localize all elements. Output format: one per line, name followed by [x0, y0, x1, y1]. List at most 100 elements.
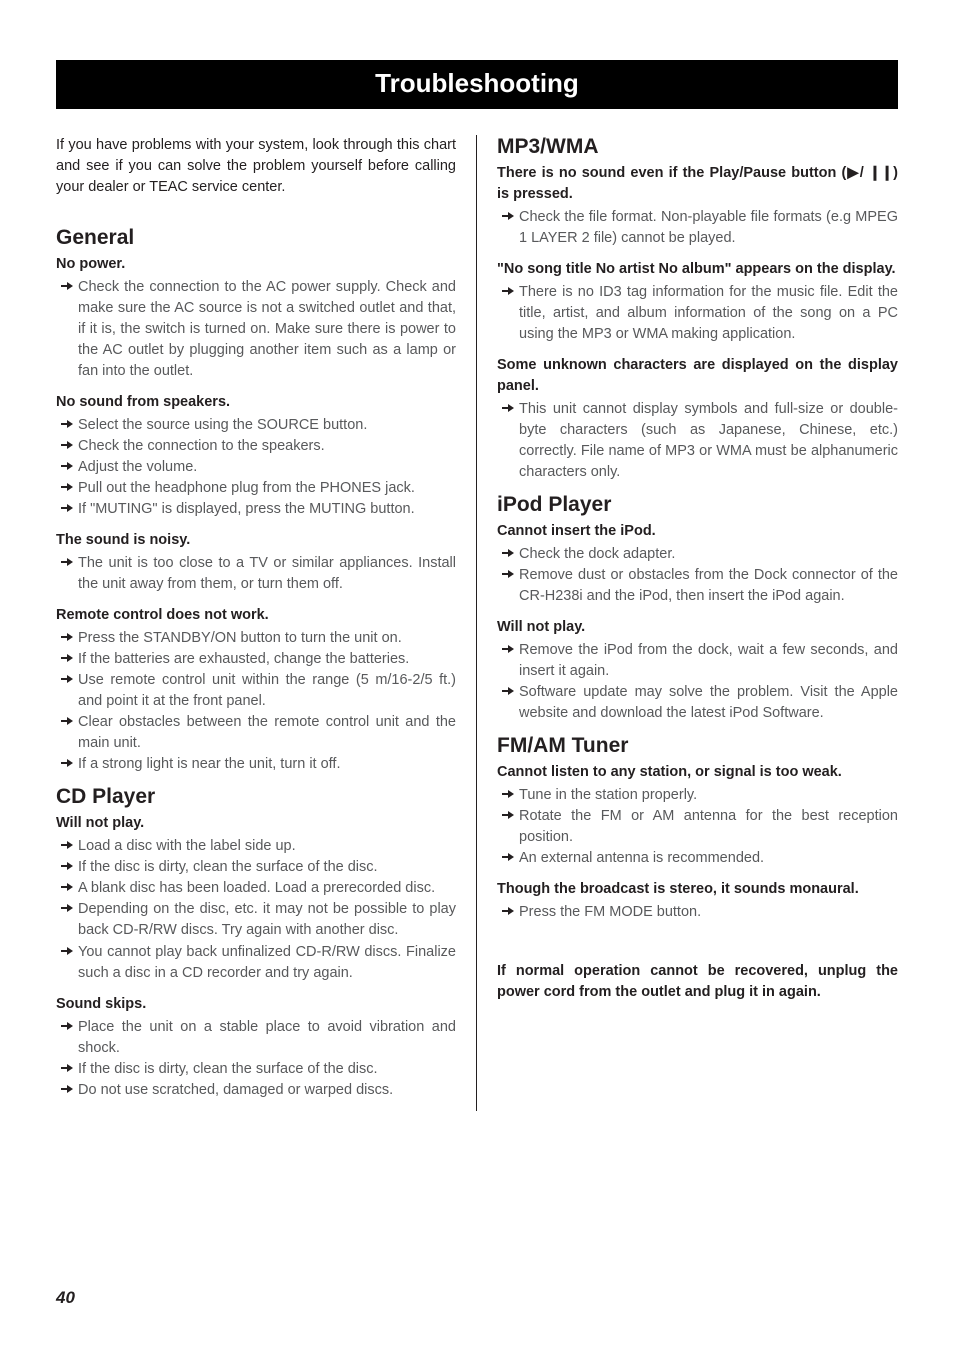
solution-list: Check the file format. Non-playable file… [497, 207, 898, 249]
arrow-icon [60, 1082, 74, 1096]
list-item: If the disc is dirty, clean the surface … [56, 857, 456, 878]
problem-title: Will not play. [56, 813, 456, 834]
list-item: Press the STANDBY/ON button to turn the … [56, 628, 456, 649]
solution-text: You cannot play back unfinalized CD-R/RW… [78, 944, 456, 981]
problem-title: The sound is noisy. [56, 530, 456, 551]
left-column: If you have problems with your system, l… [56, 135, 477, 1111]
problem-title: Cannot listen to any station, or signal … [497, 762, 898, 783]
general-heading: General [56, 226, 456, 250]
solution-text: This unit cannot display symbols and ful… [519, 401, 898, 480]
arrow-icon [501, 904, 515, 918]
arrow-icon [60, 944, 74, 958]
solution-text: Use remote control unit within the range… [78, 672, 456, 709]
arrow-icon [60, 438, 74, 452]
arrow-icon [60, 756, 74, 770]
list-item: Check the dock adapter. [497, 544, 898, 565]
arrow-icon [501, 787, 515, 801]
list-item: An external antenna is recommended. [497, 848, 898, 869]
solution-list: Check the connection to the AC power sup… [56, 277, 456, 382]
arrow-icon [501, 209, 515, 223]
solution-text: If "MUTING" is displayed, press the MUTI… [78, 501, 415, 517]
arrow-icon [60, 859, 74, 873]
list-item: Press the FM MODE button. [497, 902, 898, 923]
page-title: Troubleshooting [56, 60, 898, 109]
solution-text: There is no ID3 tag information for the … [519, 284, 898, 342]
solution-text: Press the STANDBY/ON button to turn the … [78, 630, 402, 646]
list-item: Depending on the disc, etc. it may not b… [56, 899, 456, 941]
solution-list: Press the STANDBY/ON button to turn the … [56, 628, 456, 775]
solution-text: Do not use scratched, damaged or warped … [78, 1082, 393, 1098]
list-item: Load a disc with the label side up. [56, 836, 456, 857]
solution-text: Check the dock adapter. [519, 546, 675, 562]
arrow-icon [501, 284, 515, 298]
arrow-icon [60, 1061, 74, 1075]
list-item: Pull out the headphone plug from the PHO… [56, 478, 456, 499]
problem-title: Though the broadcast is stereo, it sound… [497, 879, 898, 900]
arrow-icon [60, 480, 74, 494]
arrow-icon [60, 1019, 74, 1033]
problem-title: Will not play. [497, 617, 898, 638]
solution-text: If the disc is dirty, clean the surface … [78, 1061, 378, 1077]
arrow-icon [60, 901, 74, 915]
problem-title: Sound skips. [56, 994, 456, 1015]
page-number: 40 [56, 1288, 75, 1308]
solution-text: Pull out the headphone plug from the PHO… [78, 480, 415, 496]
list-item: Do not use scratched, damaged or warped … [56, 1080, 456, 1101]
solution-text: An external antenna is recommended. [519, 850, 764, 866]
list-item: Tune in the station properly. [497, 785, 898, 806]
solution-text: Depending on the disc, etc. it may not b… [78, 901, 456, 938]
page-container: Troubleshooting If you have problems wit… [0, 0, 954, 1348]
solution-list: This unit cannot display symbols and ful… [497, 399, 898, 483]
solution-list: Remove the iPod from the dock, wait a fe… [497, 640, 898, 724]
right-column: MP3/WMA There is no sound even if the Pl… [477, 135, 898, 1111]
solution-text: Place the unit on a stable place to avoi… [78, 1019, 456, 1056]
arrow-icon [60, 880, 74, 894]
list-item: A blank disc has been loaded. Load a pre… [56, 878, 456, 899]
list-item: Remove dust or obstacles from the Dock c… [497, 565, 898, 607]
solution-text: Remove dust or obstacles from the Dock c… [519, 567, 898, 604]
solution-text: Check the connection to the speakers. [78, 438, 325, 454]
list-item: Select the source using the SOURCE butto… [56, 415, 456, 436]
arrow-icon [60, 279, 74, 293]
list-item: Clear obstacles between the remote contr… [56, 712, 456, 754]
list-item: Rotate the FM or AM antenna for the best… [497, 806, 898, 848]
solution-text: If a strong light is near the unit, turn… [78, 756, 341, 772]
tuner-heading: FM/AM Tuner [497, 734, 898, 758]
arrow-icon [501, 808, 515, 822]
solution-text: Software update may solve the problem. V… [519, 684, 898, 721]
list-item: If a strong light is near the unit, turn… [56, 754, 456, 775]
problem-title: "No song title No artist No album" appea… [497, 259, 898, 280]
arrow-icon [501, 642, 515, 656]
arrow-icon [60, 459, 74, 473]
solution-text: If the disc is dirty, clean the surface … [78, 859, 378, 875]
list-item: If "MUTING" is displayed, press the MUTI… [56, 499, 456, 520]
problem-title: No sound from speakers. [56, 392, 456, 413]
list-item: The unit is too close to a TV or similar… [56, 553, 456, 595]
list-item: There is no ID3 tag information for the … [497, 282, 898, 345]
arrow-icon [501, 567, 515, 581]
solution-text: Check the file format. Non-playable file… [519, 209, 898, 246]
list-item: Check the connection to the speakers. [56, 436, 456, 457]
solution-list: The unit is too close to a TV or similar… [56, 553, 456, 595]
arrow-icon [60, 672, 74, 686]
closing-note: If normal operation cannot be recovered,… [497, 961, 898, 1003]
solution-text: Tune in the station properly. [519, 787, 697, 803]
arrow-icon [60, 714, 74, 728]
mp3-heading: MP3/WMA [497, 135, 898, 159]
list-item: Check the file format. Non-playable file… [497, 207, 898, 249]
intro-text: If you have problems with your system, l… [56, 135, 456, 198]
solution-text: Press the FM MODE button. [519, 904, 701, 920]
content-columns: If you have problems with your system, l… [56, 135, 898, 1111]
problem-title: Cannot insert the iPod. [497, 521, 898, 542]
solution-text: If the batteries are exhausted, change t… [78, 651, 409, 667]
arrow-icon [60, 651, 74, 665]
list-item: Software update may solve the problem. V… [497, 682, 898, 724]
solution-text: Rotate the FM or AM antenna for the best… [519, 808, 898, 845]
solution-text: A blank disc has been loaded. Load a pre… [78, 880, 435, 896]
solution-text: Check the connection to the AC power sup… [78, 279, 456, 379]
solution-list: There is no ID3 tag information for the … [497, 282, 898, 345]
solution-list: Tune in the station properly. Rotate the… [497, 785, 898, 869]
solution-text: Clear obstacles between the remote contr… [78, 714, 456, 751]
problem-title: There is no sound even if the Play/Pause… [497, 163, 898, 205]
ipod-heading: iPod Player [497, 493, 898, 517]
